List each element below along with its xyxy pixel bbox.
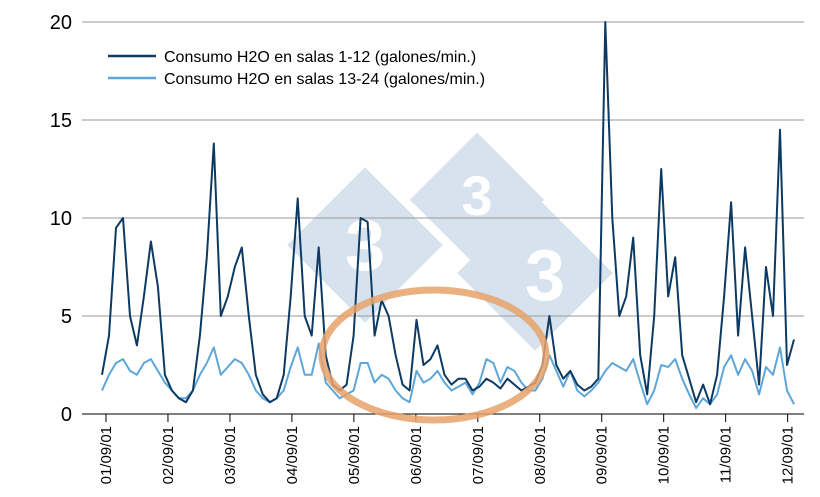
highlight-ellipse (318, 286, 550, 424)
series-line-1 (101, 21, 795, 406)
x-tick-label: 05/09/01 (346, 426, 363, 484)
x-tick-label: 08/09/01 (532, 426, 549, 484)
x-tick-label: 03/09/01 (222, 426, 239, 484)
y-tick-label: 10 (50, 208, 72, 230)
legend: Consumo H2O en salas 1-12 (galones/min.)… (108, 49, 485, 88)
x-tick-label: 02/09/01 (160, 426, 177, 484)
y-axis-ticks: 0 5 10 15 20 (50, 12, 72, 426)
series-lines (101, 21, 795, 410)
y-tick-label: 5 (61, 306, 72, 328)
x-axis-ticks: 01/09/01 02/09/01 03/09/01 04/09/01 05/09/01… (98, 414, 797, 484)
y-tick-label: 20 (50, 12, 72, 34)
watermark-diamond-left (287, 167, 443, 323)
x-tick-label: 10/09/01 (656, 426, 673, 484)
x-tick-label: 12/09/01 (780, 426, 797, 484)
watermark-digit-2: 3 (461, 164, 492, 227)
x-tick-label: 01/09/01 (98, 426, 115, 484)
watermark-logo: 3 3 3 (287, 132, 613, 351)
y-tick-label: 15 (50, 110, 72, 132)
x-tick-label: 11/09/01 (718, 426, 735, 483)
x-tick-label: 09/09/01 (594, 426, 611, 484)
legend-label-series-2: Consumo H2O en salas 13-24 (galones/min.… (164, 71, 485, 88)
y-tick-label: 0 (61, 404, 72, 426)
x-tick-label: 06/09/01 (408, 426, 425, 484)
watermark-digit-3: 3 (525, 236, 565, 316)
legend-label-series-1: Consumo H2O en salas 1-12 (galones/min.) (164, 49, 476, 66)
x-tick-label: 04/09/01 (284, 426, 301, 484)
series-line-2 (101, 342, 795, 410)
watermark-diamond-right (457, 195, 613, 351)
x-tick-label: 07/09/01 (470, 426, 487, 484)
